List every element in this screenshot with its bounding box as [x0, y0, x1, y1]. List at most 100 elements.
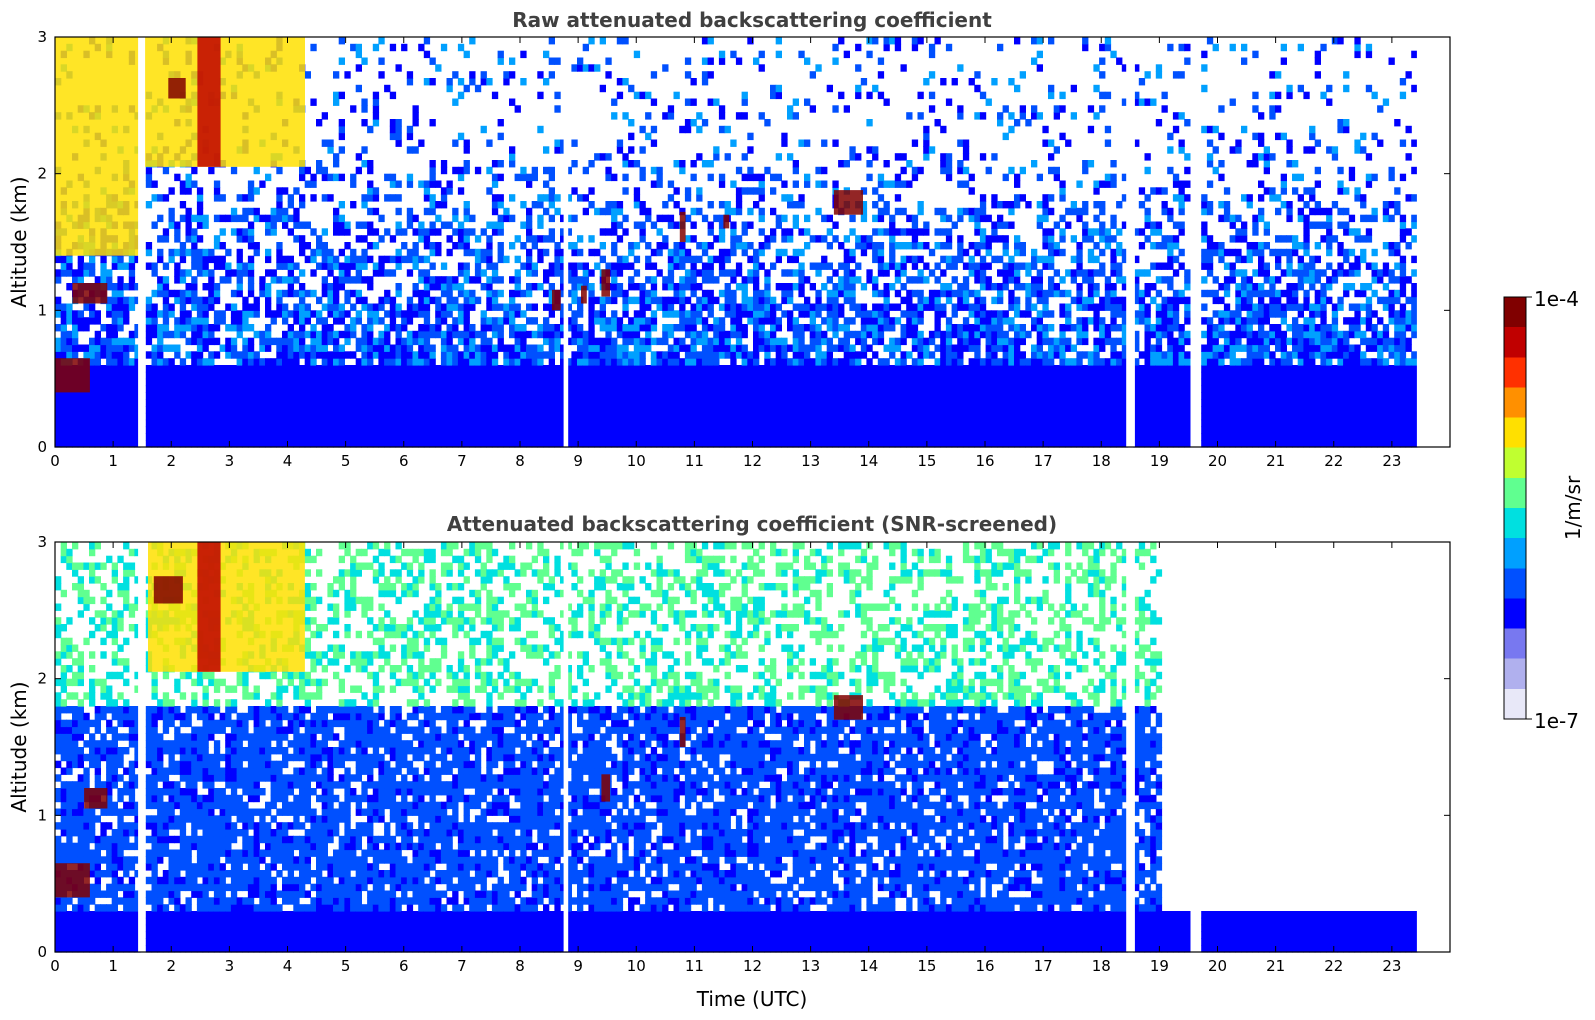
heatmap-cell: [213, 385, 221, 393]
heatmap-cell: [775, 255, 782, 264]
heatmap-cell: [60, 440, 67, 448]
heatmap-cell: [571, 399, 578, 407]
heatmap-cell: [565, 440, 572, 448]
heatmap-cell: [735, 392, 743, 400]
heatmap-cell: [622, 344, 629, 352]
heatmap-cell: [554, 324, 561, 332]
heatmap-cell: [753, 378, 760, 387]
heatmap-cell: [440, 303, 448, 311]
heatmap-cell: [639, 283, 646, 291]
heatmap-cell: [457, 406, 465, 414]
heatmap-cell: [764, 406, 771, 414]
heatmap-cell: [242, 412, 249, 421]
heatmap-cell: [469, 351, 476, 359]
heatmap-cell: [304, 221, 311, 229]
heatmap-cell: [497, 160, 504, 168]
heatmap-cell: [491, 228, 499, 236]
heatmap-cell: [236, 351, 243, 359]
heatmap-cell: [293, 378, 300, 387]
heatmap-cell: [287, 262, 294, 270]
heatmap-cell: [100, 385, 107, 393]
heatmap-cell: [66, 433, 73, 441]
heatmap-cell: [934, 37, 941, 45]
heatmap-cell: [690, 419, 697, 428]
heatmap-cell: [826, 324, 833, 332]
heatmap-cell: [276, 406, 283, 414]
heatmap-cell: [877, 358, 885, 366]
heatmap-cell: [196, 419, 204, 428]
heatmap-cell: [957, 324, 964, 332]
heatmap-cell: [253, 440, 260, 448]
heatmap-cell: [162, 310, 170, 318]
heatmap-cell: [724, 289, 731, 298]
heatmap-cell: [560, 385, 567, 393]
heatmap-cell: [378, 262, 385, 270]
heatmap-cell: [327, 146, 334, 154]
heatmap-cell: [406, 419, 414, 428]
heatmap-cell: [758, 406, 765, 414]
heatmap-cell: [639, 221, 646, 229]
heatmap-cell: [934, 324, 941, 332]
heatmap-cell: [401, 412, 408, 421]
heatmap-cell: [554, 269, 561, 277]
heatmap-cell: [435, 371, 442, 380]
heatmap-cell: [758, 419, 765, 428]
heatmap-cell: [622, 153, 629, 161]
heatmap-cell: [679, 262, 686, 270]
heatmap-cell: [758, 187, 765, 195]
heatmap-cell: [758, 228, 765, 236]
heatmap-cell: [287, 214, 294, 223]
heatmap-cell: [679, 276, 686, 284]
heatmap-cell: [605, 57, 612, 65]
heatmap-cell: [344, 330, 351, 339]
heatmap-cell: [962, 440, 970, 448]
heatmap-cell: [372, 426, 380, 434]
heatmap-cell: [151, 303, 158, 311]
heatmap-cell: [718, 125, 726, 134]
heatmap-cell: [253, 214, 260, 223]
heatmap-cell: [406, 385, 414, 393]
heatmap-cell: [940, 337, 947, 346]
heatmap-cell: [321, 303, 328, 311]
heatmap-cell: [509, 242, 516, 250]
heatmap-cell: [713, 358, 720, 366]
heatmap-cell: [860, 317, 868, 325]
heatmap-cell: [877, 214, 885, 223]
heatmap-cell: [89, 255, 96, 264]
heatmap-cell: [667, 283, 675, 291]
heatmap-cell: [883, 37, 890, 45]
heatmap-cell: [287, 351, 294, 359]
heatmap-cell: [457, 262, 465, 270]
heatmap-cell: [259, 276, 266, 284]
heatmap-cell: [951, 378, 958, 387]
heatmap-cell: [66, 406, 73, 414]
heatmap-cell: [355, 385, 362, 393]
heatmap-cell: [633, 201, 641, 209]
heatmap-cell: [151, 378, 158, 387]
heatmap-cell: [611, 262, 618, 270]
heatmap-cell: [247, 283, 255, 291]
heatmap-cell: [792, 371, 799, 380]
heatmap-cell: [145, 303, 153, 311]
heatmap-cell: [770, 365, 777, 373]
heatmap-cell: [917, 337, 924, 346]
heatmap-cell: [94, 337, 101, 346]
heatmap-cell: [361, 160, 368, 168]
heatmap-cell: [253, 351, 260, 359]
heatmap-cell: [440, 378, 448, 387]
heatmap-cell: [979, 255, 987, 264]
heatmap-cell: [815, 365, 822, 373]
heatmap-cell: [900, 310, 907, 318]
heatmap-cell: [747, 242, 754, 250]
heatmap-cell: [764, 303, 771, 311]
heatmap-cell: [480, 324, 487, 332]
heatmap-cell: [798, 358, 805, 366]
heatmap-cell: [247, 262, 255, 270]
heatmap-cell: [418, 337, 425, 346]
heatmap-cell: [242, 207, 249, 216]
heatmap-cell: [293, 337, 300, 346]
heatmap-cell: [509, 303, 516, 311]
heatmap-cell: [724, 248, 731, 257]
heatmap-cell: [185, 187, 192, 195]
heatmap-cell: [894, 392, 902, 400]
